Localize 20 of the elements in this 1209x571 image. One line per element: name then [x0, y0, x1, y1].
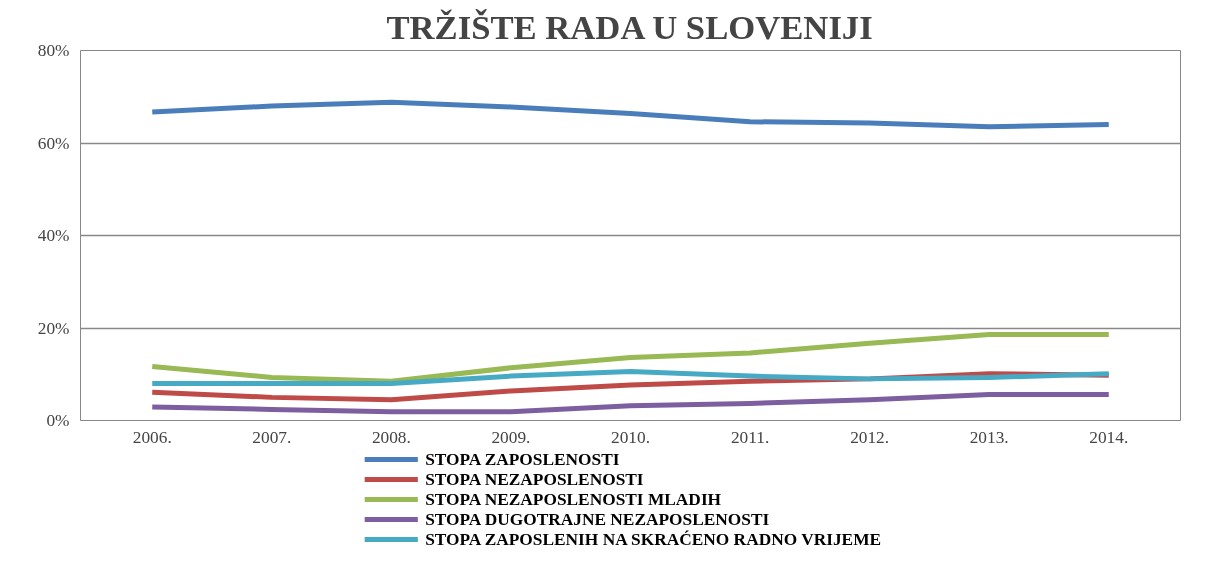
y-tick-label: 40% — [37, 226, 70, 245]
legend-label: STOPA NEZAPOSLENOSTI — [425, 470, 644, 489]
legend-label: STOPA NEZAPOSLENOSTI MLADIH — [425, 490, 722, 509]
x-tick-label: 2009. — [491, 427, 531, 447]
legend-label: STOPA ZAPOSLENOSTI — [425, 450, 620, 469]
x-tick-label: 2006. — [132, 427, 172, 447]
x-tick-label: 2013. — [969, 427, 1009, 447]
x-tick-label: 2010. — [611, 427, 651, 447]
legend-label: STOPA DUGOTRAJNE NEZAPOSLENOSTI — [425, 510, 770, 529]
x-tick-label: 2011. — [730, 427, 770, 447]
y-tick-label: 80% — [37, 41, 70, 60]
x-tick-label: 2007. — [252, 427, 292, 447]
legend-label: STOPA ZAPOSLENIH NA SKRAĆENO RADNO VRIJEME — [425, 530, 882, 549]
y-tick-label: 20% — [37, 318, 70, 338]
y-tick-label: 60% — [37, 133, 70, 153]
y-tick-label: 0% — [46, 411, 70, 430]
x-tick-label: 2014. — [1089, 427, 1129, 447]
chart-title: TRŽIŠTE RADA U SLOVENIJI — [386, 7, 873, 46]
x-tick-label: 2012. — [850, 427, 890, 447]
x-tick-label: 2008. — [371, 427, 411, 447]
